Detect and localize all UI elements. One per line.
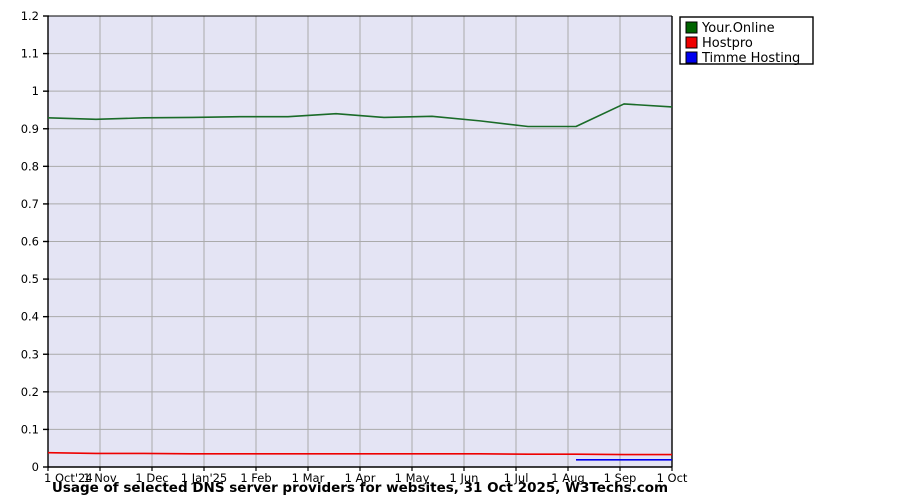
- x-tick-label: 1 Jun: [450, 471, 479, 485]
- y-tick-label: 1: [32, 84, 39, 98]
- y-tick-label: 0.2: [21, 385, 39, 399]
- x-tick-label: 1 Dec: [135, 471, 168, 485]
- data-series-group: [47, 103, 673, 461]
- x-tick-label: 1 Mar: [292, 471, 325, 485]
- x-tick-label: 1 Jan'25: [181, 471, 228, 485]
- x-axis-ticks: 1 Oct'241 Nov 1 Dec 1 Jan'25 1 Feb 1 Mar 1 Ap…: [44, 467, 688, 485]
- legend-box: [679, 16, 814, 65]
- series-line: [47, 103, 673, 128]
- x-tick-label: 1 Aug: [551, 471, 584, 485]
- x-tick-label: 1 Oct'24: [44, 471, 93, 485]
- x-tick-label: 1 Sep: [604, 471, 637, 485]
- y-tick-label: 0.9: [21, 122, 39, 136]
- y-tick-label: 0.7: [21, 197, 39, 211]
- y-tick-label: 1.2: [21, 9, 39, 23]
- legend-label: Timme Hosting: [701, 51, 800, 66]
- chart-title: Usage of selected DNS server providers f…: [52, 480, 668, 496]
- x-tick-label: 1 Nov: [83, 471, 117, 485]
- y-tick-label: 0.1: [21, 422, 39, 436]
- legend-label: Your.Online: [701, 21, 775, 36]
- y-axis-ticks: 0 0.1 0.2 0.3 0.4 0.5 0.6 0.7 0.8 0.9 1 1.1 1.2: [21, 9, 49, 474]
- x-tick-label: 1 May: [395, 471, 430, 485]
- series-line: [47, 451, 672, 456]
- y-tick-label: 0.4: [21, 310, 39, 324]
- x-tick-label: 1 Feb: [240, 471, 271, 485]
- x-tick-label: 1 Oct: [657, 471, 688, 485]
- y-tick-label: 1.1: [21, 47, 39, 61]
- x-tick-label: 1 Jul: [504, 471, 529, 485]
- y-tick-label: 0: [32, 460, 39, 474]
- y-tick-label: 0.6: [21, 235, 39, 249]
- legend-label: Hostpro: [702, 36, 753, 51]
- y-tick-label: 0.5: [21, 272, 39, 286]
- x-tick-label: 1 Apr: [345, 471, 376, 485]
- y-tick-label: 0.8: [21, 159, 39, 173]
- y-tick-label: 0.3: [21, 347, 39, 361]
